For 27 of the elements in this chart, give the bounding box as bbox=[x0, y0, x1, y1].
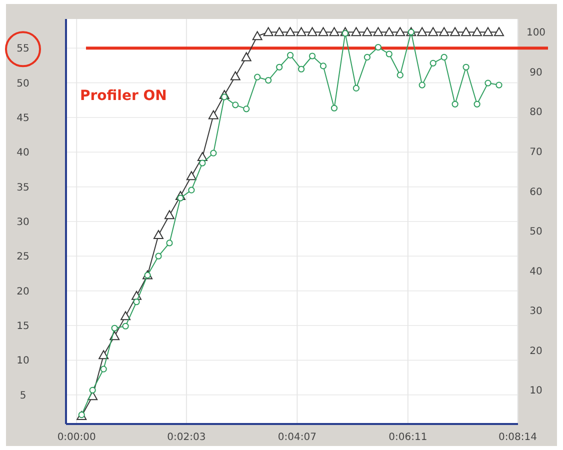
y-tick-label: 20 bbox=[16, 286, 30, 298]
y-tick-label: 5 bbox=[20, 390, 26, 402]
y2-tick-label: 40 bbox=[530, 266, 542, 278]
y-tick-label: 25 bbox=[16, 252, 30, 263]
y2-tick-label: 70 bbox=[530, 146, 542, 158]
y-tick-label: 15 bbox=[16, 321, 30, 332]
x-tick-label: 0:00:00 bbox=[57, 432, 96, 443]
y2-tick-label: 50 bbox=[530, 226, 542, 238]
x-tick-label: 0:08:14 bbox=[498, 432, 538, 443]
y2-tick-label: 100 bbox=[526, 28, 546, 39]
y2-tick-label: 30 bbox=[530, 306, 542, 318]
y2-tick-label: 10 bbox=[530, 386, 542, 397]
y-tick-label: 55 bbox=[16, 44, 30, 55]
y2-tick-label: 20 bbox=[530, 346, 542, 357]
y-tick-label: 35 bbox=[16, 182, 30, 194]
y2-tick-label: 80 bbox=[530, 107, 542, 118]
x-tick-label: 0:02:03 bbox=[167, 432, 206, 443]
y-tick-label: 10 bbox=[16, 356, 30, 367]
y-tick-label: 40 bbox=[16, 148, 30, 159]
ref-line-label: Profiler ON bbox=[80, 88, 167, 104]
x-tick-label: 0:06:11 bbox=[388, 432, 428, 443]
y-tick-label: 30 bbox=[16, 217, 30, 228]
y2-tick-label: 90 bbox=[530, 67, 542, 78]
y2-tick-label: 60 bbox=[530, 186, 542, 198]
x-tick-label: 0:04:07 bbox=[278, 432, 316, 443]
y-tick-label: 50 bbox=[16, 78, 30, 90]
y-tick-label: 45 bbox=[16, 112, 30, 124]
